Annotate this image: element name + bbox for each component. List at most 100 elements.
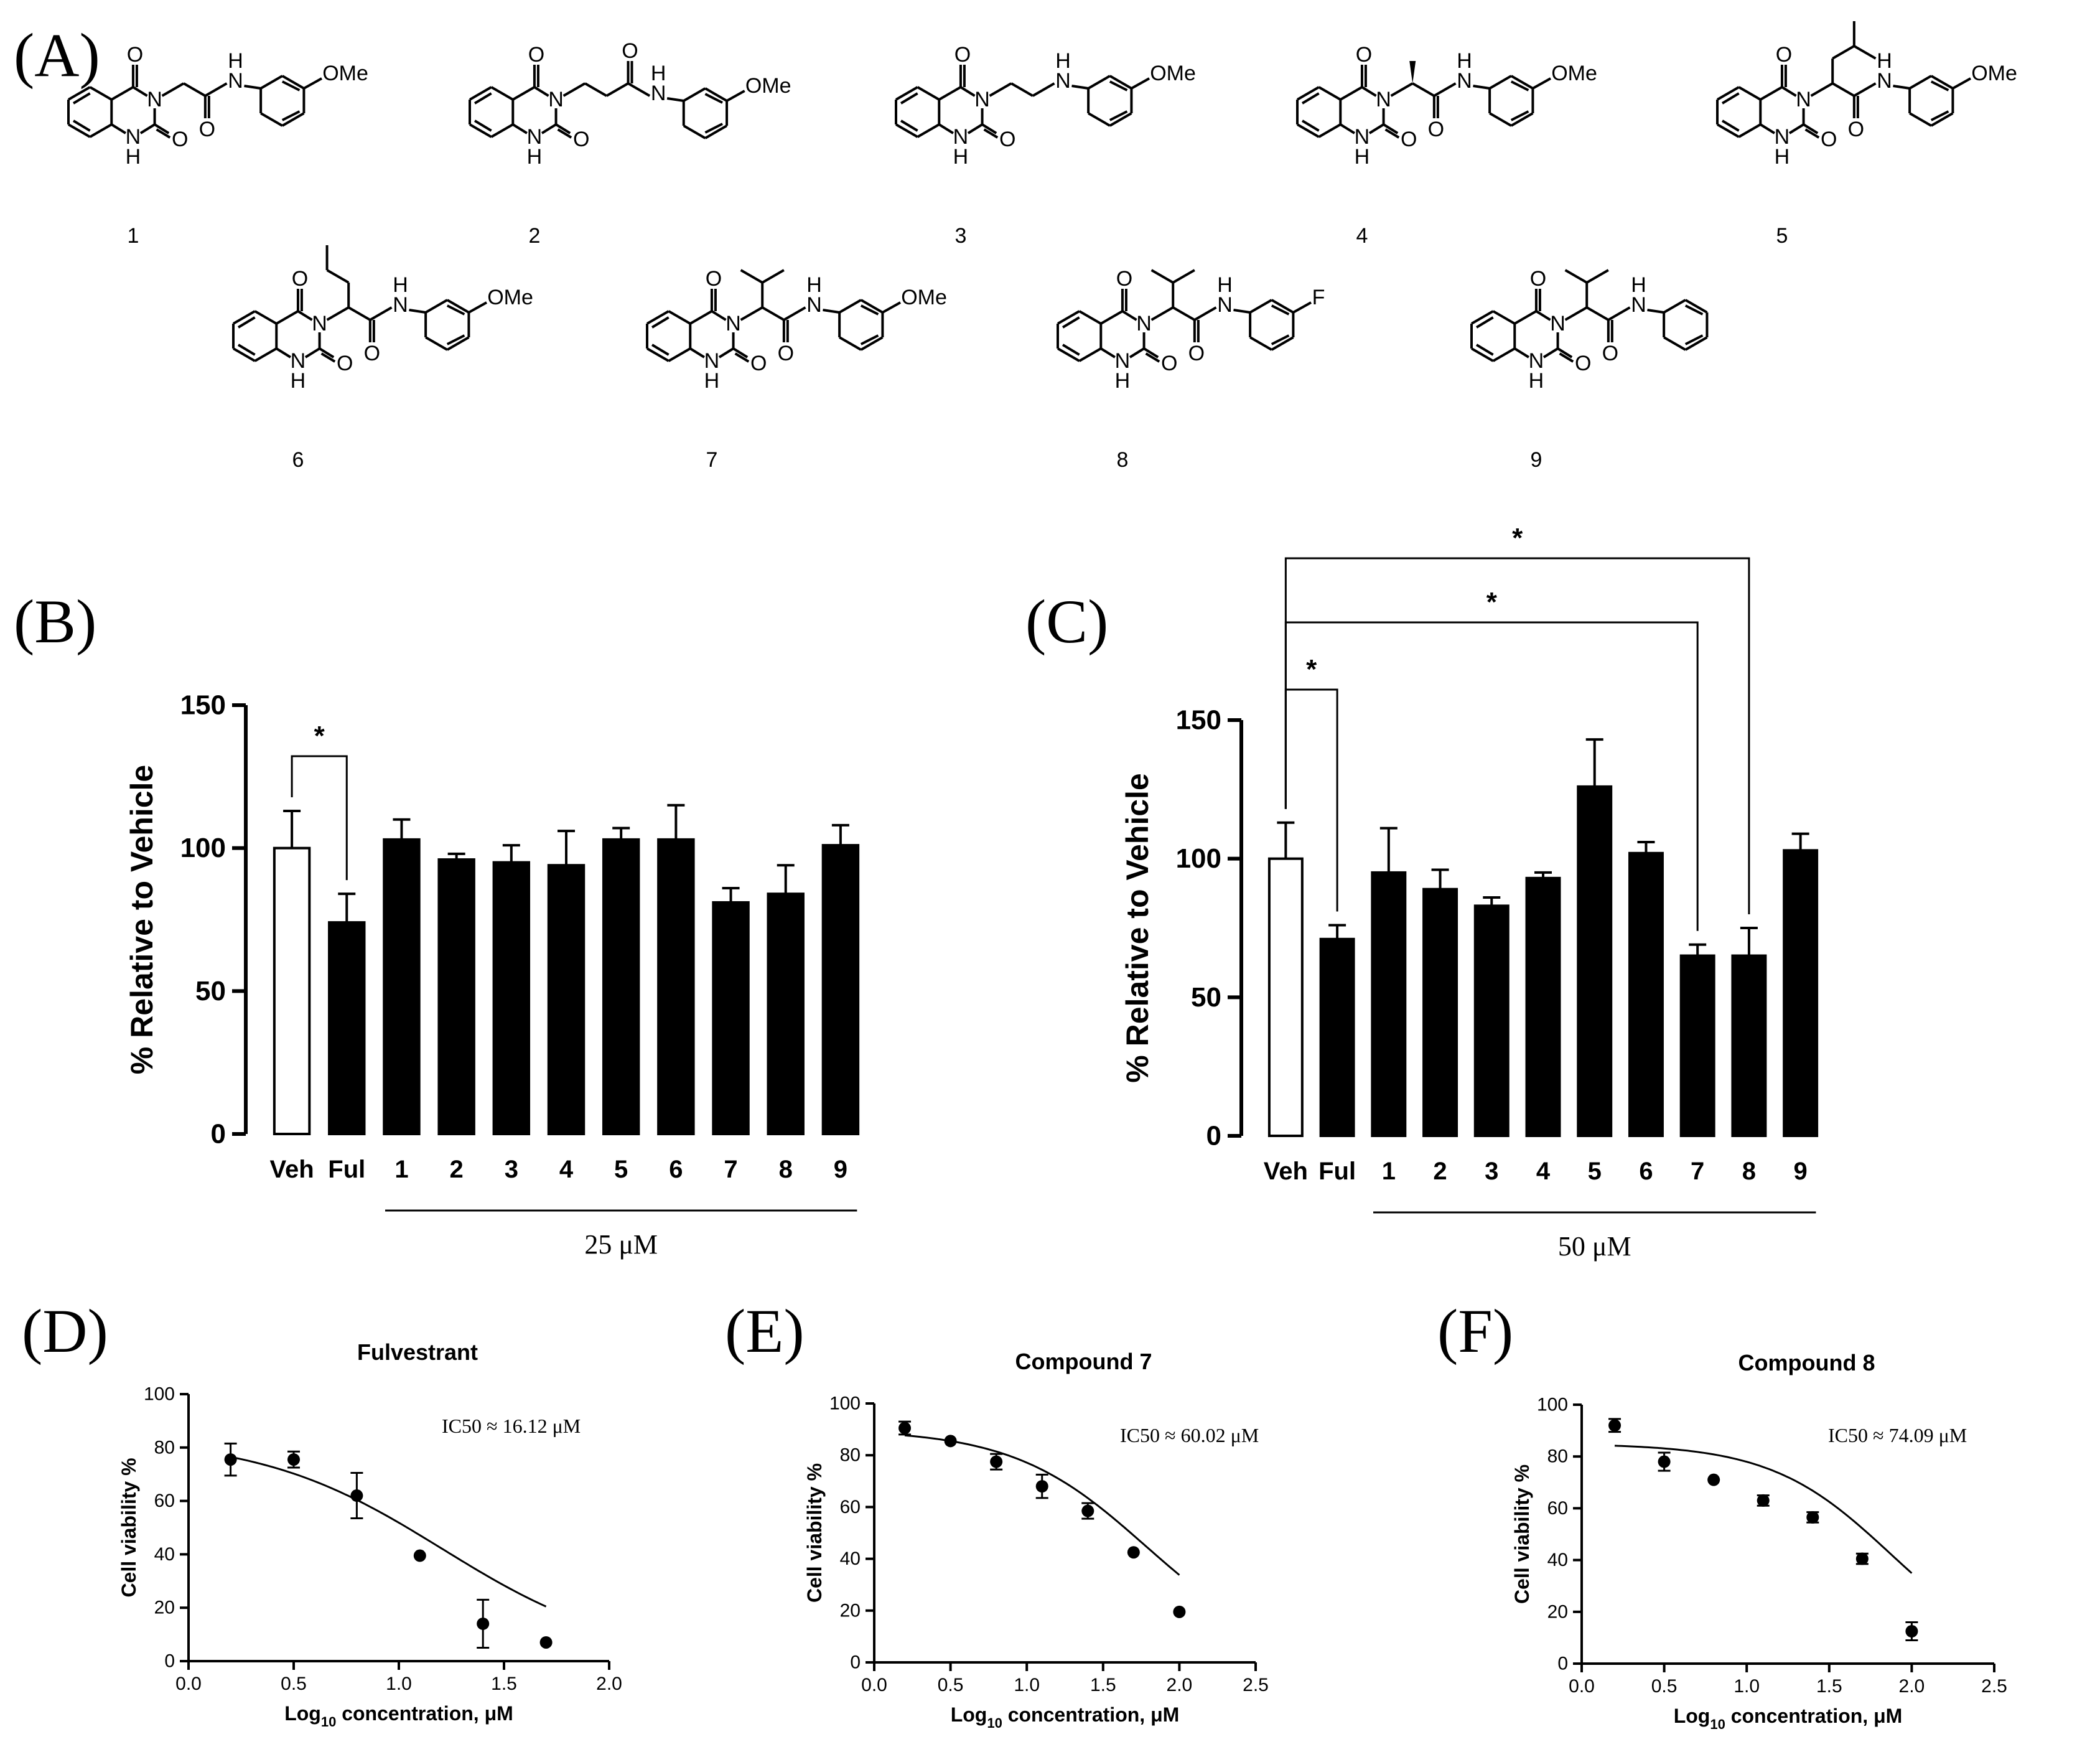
x-tick-label: 0.5 [938,1675,964,1695]
bond [1564,306,1588,321]
bond [1647,309,1664,314]
group-label: 50 μM [1558,1231,1631,1262]
atom-label: N [1115,349,1131,373]
bar [1267,857,1304,1137]
data-point [990,1455,1003,1468]
bond [1271,304,1290,316]
atom-label: O [706,267,722,291]
bond [260,75,283,90]
chart-f: 0 20 40 60 80 100 0.0 0.5 1.0 1.5 2.0 2.5 Cell viabi… [1511,1350,2007,1732]
x-axis-label: Log10 concentration, μM [284,1702,513,1730]
bond [718,347,734,358]
bond [304,347,320,358]
bond [474,119,492,132]
bond [469,86,492,101]
x-tick-label: 0.5 [281,1674,307,1694]
data-point [477,1617,490,1630]
bond [704,87,728,102]
y-tick-label: 60 [154,1491,175,1511]
bond [541,123,557,134]
panel-c-letter: (C) [1025,587,1108,656]
bond [1383,123,1399,134]
x-axis-label-subscript: 10 [987,1715,1002,1731]
bond [734,352,750,363]
y-tick-label: 80 [154,1437,175,1458]
y-tick-label: 40 [154,1544,175,1565]
data-point [539,1636,553,1649]
atom-label: H [806,273,822,297]
bond [651,344,670,356]
bar [821,844,860,1136]
x-tick-label: 6 [669,1156,683,1183]
fit-curve [230,1456,547,1608]
bond [1952,77,1972,90]
bond [704,93,723,104]
atom-label: N [1055,69,1071,93]
data-point [350,1489,363,1502]
bond [704,124,728,139]
atom-label: O [954,43,971,67]
atom-label: H [1055,49,1071,73]
x-tick-label: 8 [1742,1158,1756,1185]
bond [562,82,586,97]
bond [1542,347,1559,358]
bond [1150,269,1174,284]
bond [161,82,185,97]
bond [646,347,670,362]
atom-label: H [1775,145,1790,169]
bond [762,306,785,321]
panel-f-letter: (F) [1437,1296,1513,1366]
x-axis-label-suffix: concentration, μM [336,1702,513,1725]
bond [89,123,113,138]
bond [1129,347,1145,358]
significance-label: * [1512,523,1523,553]
bond [446,336,470,351]
substituent-label: OMe [1971,62,2017,85]
y-tick-label: 0 [1557,1654,1568,1674]
data-point [1905,1625,1918,1637]
bond [1930,110,1949,121]
atom-label: N [726,312,741,335]
atom-label: N [1877,69,1892,93]
bond [1057,347,1080,362]
chart-d: 0 20 40 60 80 100 0.0 0.5 1.0 1.5 2.0 Cell viabilit… [118,1339,622,1730]
bond [1804,128,1820,139]
compound-number: 5 [1776,224,1788,248]
bond [490,86,514,101]
bond [1271,334,1290,345]
y-axis-label: Cell viability % [803,1463,826,1603]
bond [1368,123,1384,134]
atom-label: O [292,267,308,291]
y-tick-label: 80 [1547,1446,1568,1467]
data-point [1658,1455,1671,1468]
bond [490,123,514,138]
x-axis-label: Log10 concentration, μM [1674,1705,1903,1732]
bond [1557,347,1573,358]
y-tick-label: 20 [1547,1601,1568,1622]
chart-e: 0 20 40 60 80 100 0.0 0.5 1.0 1.5 2.0 2.5 Cell viabi… [803,1349,1269,1731]
y-tick-label: 40 [840,1548,861,1569]
atom-label: N [312,312,327,335]
bond [1249,336,1272,351]
atom-label: H [953,145,969,169]
x-tick-label: 1.0 [1734,1676,1760,1697]
bond [1471,310,1494,325]
atom-label: N [1355,125,1370,149]
atom-label: O [1848,118,1864,141]
x-axis-label: Log10 concentration, μM [951,1703,1180,1731]
bar [602,838,640,1136]
x-tick-label: Veh [1264,1158,1308,1185]
bond [68,86,91,101]
significance-label: * [314,721,325,751]
bond [981,123,997,134]
x-axis-label-prefix: Log [1674,1705,1710,1727]
x-tick-label: 2.5 [1243,1675,1269,1695]
x-tick-label: 7 [724,1156,737,1183]
atom-label: N [953,125,969,149]
atom-label: H [1877,49,1892,73]
atom-label: N [1376,88,1391,111]
atom-label: H [1115,369,1131,393]
bond [1510,80,1529,91]
